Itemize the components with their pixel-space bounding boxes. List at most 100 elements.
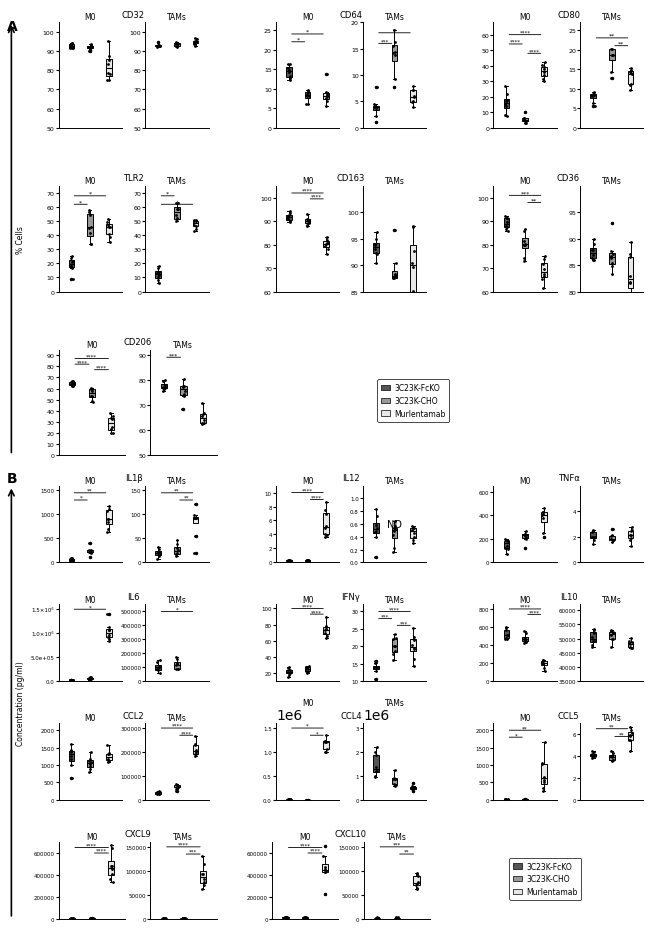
Point [102, 524, 112, 539]
Point [589, 625, 599, 640]
Point [519, 111, 529, 126]
Point [520, 527, 530, 542]
Point [102, 73, 112, 88]
Point [519, 224, 529, 238]
Point [500, 109, 510, 123]
Point [521, 528, 531, 543]
Point [370, 238, 380, 253]
Point [607, 49, 618, 64]
Point [588, 87, 598, 102]
Text: *: * [166, 191, 169, 197]
PathPatch shape [68, 45, 75, 48]
Point [608, 626, 618, 641]
Point [154, 38, 164, 53]
Point [538, 505, 549, 520]
Point [369, 770, 380, 785]
Point [501, 216, 512, 231]
Text: IL10: IL10 [560, 592, 577, 601]
Point [103, 515, 113, 530]
Point [281, 910, 292, 925]
Point [84, 754, 94, 768]
Point [85, 226, 96, 241]
Point [170, 783, 181, 798]
Point [160, 910, 170, 925]
Point [85, 911, 96, 926]
PathPatch shape [200, 415, 206, 423]
Point [173, 780, 183, 794]
Point [84, 205, 95, 220]
Title: M0: M0 [86, 341, 97, 350]
Point [283, 209, 294, 224]
Point [521, 792, 532, 806]
Point [67, 551, 77, 566]
Point [282, 211, 293, 226]
Point [66, 551, 77, 566]
Point [197, 867, 207, 882]
Point [154, 787, 164, 802]
Point [408, 621, 418, 636]
Text: **: ** [522, 726, 528, 730]
Point [106, 426, 116, 441]
Point [369, 653, 380, 668]
Point [588, 536, 598, 551]
Point [519, 793, 530, 807]
Point [190, 213, 201, 228]
Point [153, 541, 164, 556]
Point [171, 548, 181, 562]
Title: M0: M0 [302, 476, 313, 485]
Point [283, 664, 293, 679]
Point [408, 101, 419, 116]
Text: IL6: IL6 [127, 592, 140, 601]
Point [389, 271, 399, 286]
Title: TAMs: TAMs [385, 595, 404, 604]
Point [302, 666, 312, 681]
Point [520, 793, 530, 807]
Point [170, 658, 181, 673]
PathPatch shape [504, 99, 510, 109]
Point [155, 659, 165, 674]
Point [390, 522, 400, 536]
Point [627, 726, 637, 741]
Point [501, 793, 512, 807]
Point [190, 39, 200, 54]
Point [537, 655, 547, 670]
Point [85, 744, 96, 759]
Point [171, 548, 181, 563]
Point [408, 781, 419, 796]
Point [407, 96, 417, 110]
Point [625, 720, 636, 735]
Point [413, 874, 423, 889]
Point [107, 874, 118, 889]
Point [173, 779, 183, 793]
Point [321, 744, 332, 759]
Point [388, 632, 398, 647]
Point [192, 32, 202, 47]
Point [588, 523, 598, 538]
Point [407, 523, 417, 538]
Point [178, 910, 188, 925]
Point [319, 626, 330, 641]
PathPatch shape [305, 667, 311, 672]
Point [321, 631, 332, 646]
Point [320, 503, 330, 518]
Point [500, 793, 510, 807]
Point [66, 251, 76, 266]
Point [624, 636, 634, 651]
Point [589, 85, 599, 100]
Point [196, 396, 207, 411]
Point [411, 881, 422, 896]
PathPatch shape [627, 732, 634, 740]
Point [589, 623, 599, 638]
Point [102, 607, 112, 622]
Point [519, 793, 530, 807]
Point [388, 639, 398, 654]
Point [282, 910, 293, 925]
Point [608, 632, 618, 647]
Point [607, 257, 618, 272]
Point [372, 910, 382, 925]
Point [589, 89, 599, 104]
Text: ****: **** [302, 604, 313, 609]
Point [606, 529, 616, 544]
Point [302, 84, 313, 99]
Point [107, 858, 117, 873]
